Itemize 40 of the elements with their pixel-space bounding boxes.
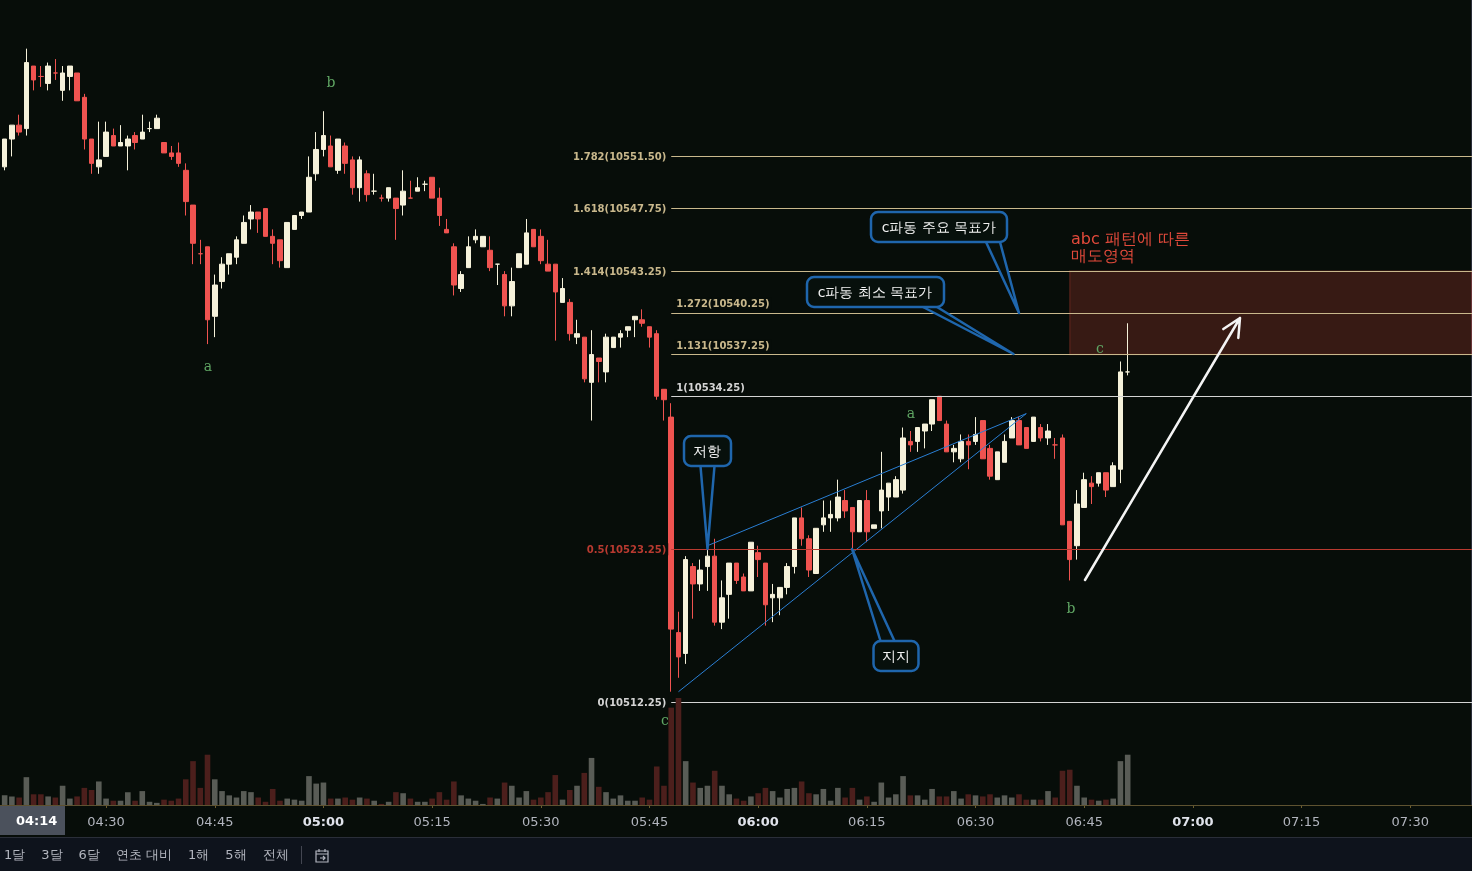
annotation: a (203, 358, 213, 374)
text: 1해 (187, 846, 210, 864)
annotation: b (326, 74, 336, 90)
annotation: 저항 (683, 436, 731, 467)
x-tick-label: 06:45 (1065, 814, 1103, 829)
x-tick-label: 07:30 (1391, 814, 1429, 829)
ref-line-label: 1.131(10537.25) (676, 340, 770, 352)
ref-line-label: 1(10534.25) (676, 381, 745, 393)
ref-line-label: 1.272(10540.25) (676, 298, 770, 310)
x-tick-label: 06:30 (956, 814, 995, 829)
band-label: abc 패턴에 따른 매도영역 (1070, 229, 1196, 266)
x-tick-label: 07:15 (1282, 814, 1321, 829)
annotation: c (661, 712, 669, 728)
text: 3달 (41, 846, 63, 864)
ref-line-label: 1.782(10551.50) (572, 150, 667, 162)
text: 6달 (78, 846, 100, 864)
x-tick-label: 05:00 (302, 814, 345, 829)
annotation: 지지 (873, 641, 919, 672)
text: 연초 대비 (115, 846, 172, 864)
ref-line-label: 0(10512.25) (597, 696, 667, 708)
annotation: c파동 주요 목표가 (871, 211, 1007, 242)
ref-line-label: 1.414(10543.25) (572, 265, 667, 277)
x-tick-label: 06:00 (737, 814, 779, 829)
x-tick-label: 05:15 (413, 814, 451, 829)
x-tick-label: 04:30 (87, 814, 125, 829)
ref-line-label: 0.5(10523.25) (586, 543, 667, 555)
text: 04:14 (0, 806, 66, 835)
x-tick-label: 07:00 (1172, 814, 1214, 829)
x-tick-label: 05:30 (522, 814, 560, 829)
annotation: c파동 최소 목표가 (806, 277, 944, 307)
x-tick-label: 04:45 (196, 814, 234, 829)
text: 전체 (262, 846, 289, 864)
x-tick-label: 05:45 (630, 814, 669, 829)
x-tick-label: 06:15 (848, 814, 886, 829)
ref-line-label: 1.618(10547.75) (572, 203, 667, 215)
text: 1달 (4, 846, 26, 864)
text: 5해 (225, 846, 247, 864)
annotation: c (1096, 340, 1104, 356)
annotation: a (906, 405, 916, 421)
annotation: b (1066, 600, 1076, 616)
